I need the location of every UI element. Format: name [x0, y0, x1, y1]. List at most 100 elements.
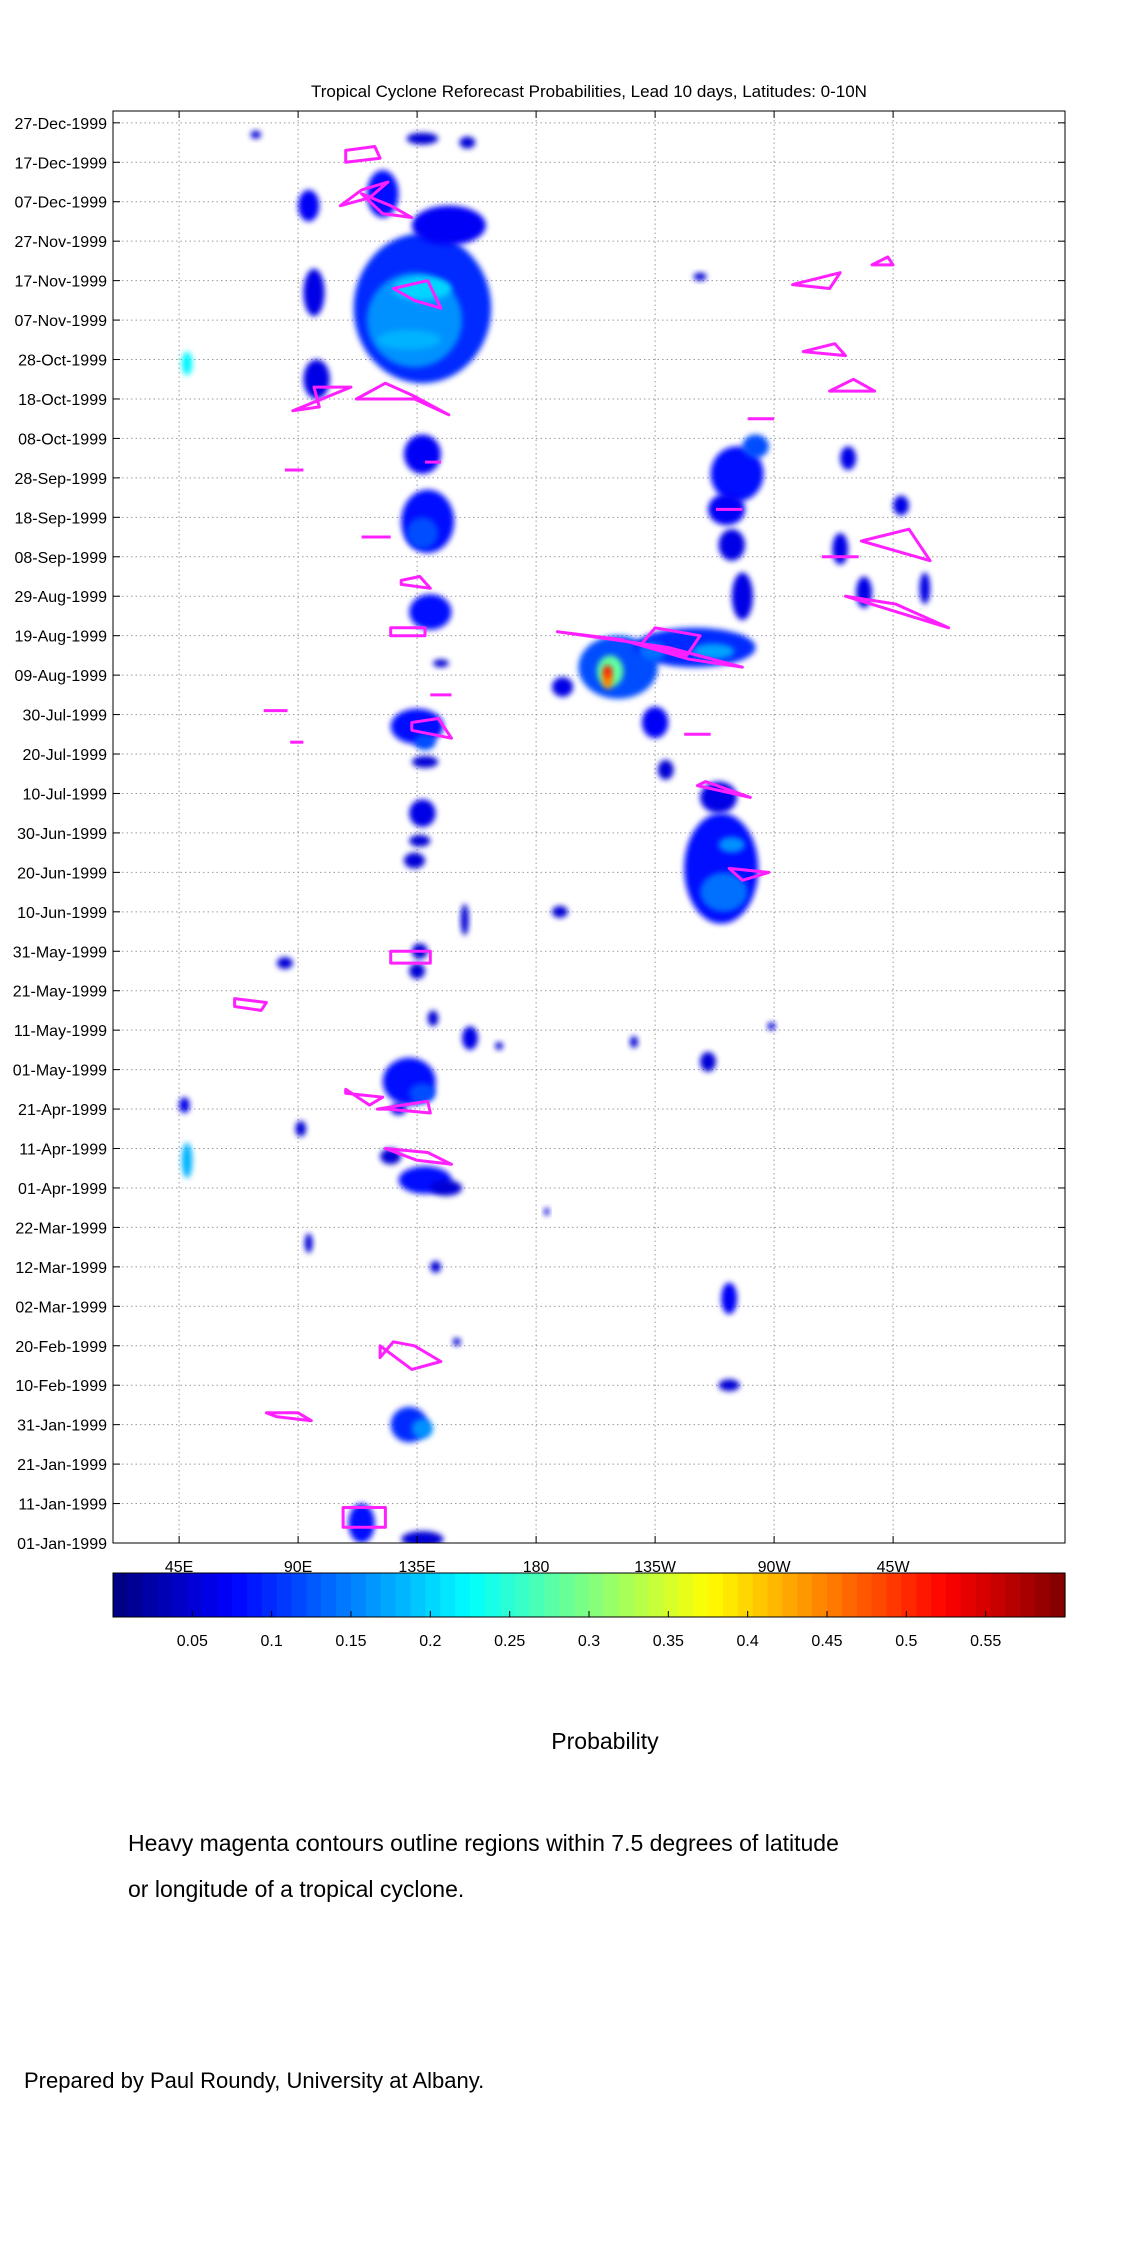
probability-blob [403, 852, 426, 869]
grid-lines [113, 111, 1065, 1544]
y-tick-label: 20-Jul-1999 [23, 747, 108, 764]
probability-blob [303, 268, 325, 317]
y-tick-label: 22-Mar-1999 [15, 1220, 107, 1237]
colorbar-tick-label: 0.25 [494, 1633, 525, 1650]
colorbar-swatch [113, 1573, 129, 1617]
cyclone-contour [291, 385, 353, 413]
y-tick-label: 01-May-1999 [13, 1063, 107, 1080]
probability-blob [303, 359, 330, 399]
y-tick-label: 19-Aug-1999 [14, 629, 107, 646]
colorbar-swatch [351, 1573, 367, 1617]
colorbar-swatch [589, 1573, 605, 1617]
colorbar-tick-label: 0.5 [895, 1633, 917, 1650]
colorbar-swatch [663, 1573, 679, 1617]
caption-line: or longitude of a tropical cyclone. [128, 1876, 465, 1902]
colorbar-swatch [380, 1573, 397, 1617]
probability-blob [718, 1379, 740, 1392]
y-tick-label: 17-Dec-1999 [15, 155, 108, 172]
y-tick-label: 27-Nov-1999 [15, 234, 108, 251]
probability-blob [295, 1120, 307, 1137]
x-tick-label: 45E [165, 1559, 193, 1576]
cyclone-contour [801, 342, 847, 358]
probability-blob [427, 1010, 439, 1027]
y-tick-label: 11-May-1999 [14, 1023, 107, 1040]
y-tick-label: 28-Sep-1999 [14, 471, 107, 488]
cyclone-contour [378, 1340, 443, 1371]
probability-blob [430, 1260, 441, 1273]
probability-blob [657, 759, 674, 780]
cyclone-contour [233, 997, 268, 1012]
colorbar-swatch [455, 1573, 471, 1617]
colorbar-swatch [931, 1573, 947, 1617]
probability-blob [459, 136, 476, 149]
probability-blob [710, 446, 764, 502]
probability-blob [700, 1051, 716, 1072]
colorbar-swatch [336, 1573, 352, 1617]
probability-blob [460, 903, 469, 936]
y-tick-label: 31-Jan-1999 [17, 1418, 107, 1435]
probability-blob [181, 351, 193, 376]
colorbar-swatch [1020, 1573, 1036, 1617]
colorbar-swatch [291, 1573, 307, 1617]
probability-blob [629, 1036, 638, 1048]
colorbar-swatch [648, 1573, 664, 1617]
colorbar-swatch [217, 1573, 233, 1617]
cyclone-contour [383, 1147, 453, 1166]
y-tick-label: 12-Mar-1999 [15, 1260, 107, 1277]
probability-blob [832, 533, 849, 565]
y-tick-label: 18-Sep-1999 [14, 510, 107, 527]
probability-blob [250, 130, 262, 139]
colorbar-swatch [916, 1573, 932, 1617]
colorbar-swatch [678, 1573, 694, 1617]
cyclone-contour [344, 1087, 385, 1107]
x-axis: 45E 90E 135E 180 135W 90W 45W [165, 111, 910, 1576]
probability-blob [409, 1083, 436, 1104]
colorbar-swatch [395, 1573, 412, 1617]
colorbar-tick-label: 0.4 [737, 1633, 759, 1650]
colorbar-tick-label: 0.3 [578, 1633, 600, 1650]
x-tick-label: 135E [398, 1559, 435, 1576]
cyclone-contour [695, 780, 752, 799]
x-tick-label: 180 [523, 1559, 550, 1576]
y-tick-label: 31-May-1999 [13, 944, 107, 961]
cyclone-contour [870, 255, 895, 267]
colorbar-swatch [990, 1573, 1007, 1617]
cyclone-contour [640, 626, 702, 657]
cyclone-contour [338, 180, 390, 208]
probability-blob [411, 1418, 433, 1439]
colorbar-tick-label: 0.2 [419, 1633, 441, 1650]
y-tick-label: 08-Oct-1999 [18, 431, 107, 448]
colorbar-swatch [1035, 1573, 1051, 1617]
probability-blob [393, 276, 452, 301]
colorbar-tick-label: 0.1 [261, 1633, 283, 1650]
probability-blob [840, 446, 857, 470]
probability-blob [401, 1531, 444, 1543]
credit-line: Prepared by Paul Roundy, University at A… [24, 2068, 485, 2093]
colorbar-swatch [603, 1573, 620, 1617]
probability-blob [721, 1282, 738, 1315]
cyclone-contour [360, 192, 414, 219]
colorbar-swatch [708, 1573, 724, 1617]
probability-blob [411, 205, 486, 246]
probability-blob [693, 272, 707, 281]
colorbar-swatch [425, 1573, 441, 1617]
probability-blob [767, 1022, 776, 1031]
colorbar-swatch [246, 1573, 263, 1617]
probability-blob [731, 572, 753, 620]
probability-blob [409, 963, 426, 979]
cyclone-contour [727, 866, 771, 882]
y-tick-label: 21-Jan-1999 [17, 1457, 107, 1474]
probability-blob [919, 572, 931, 605]
colorbar-swatch [871, 1573, 888, 1617]
probability-blob [718, 836, 746, 853]
colorbar-tick-label: 0.15 [335, 1633, 366, 1650]
probability-blob [432, 659, 449, 668]
colorbar-swatch [202, 1573, 218, 1617]
colorbar-swatch [529, 1573, 545, 1617]
probability-blob [452, 1337, 461, 1346]
y-tick-label: 27-Dec-1999 [15, 116, 108, 133]
y-tick-label: 02-Mar-1999 [15, 1299, 107, 1316]
colorbar-swatch [901, 1573, 917, 1617]
colorbar-swatch [722, 1573, 739, 1617]
